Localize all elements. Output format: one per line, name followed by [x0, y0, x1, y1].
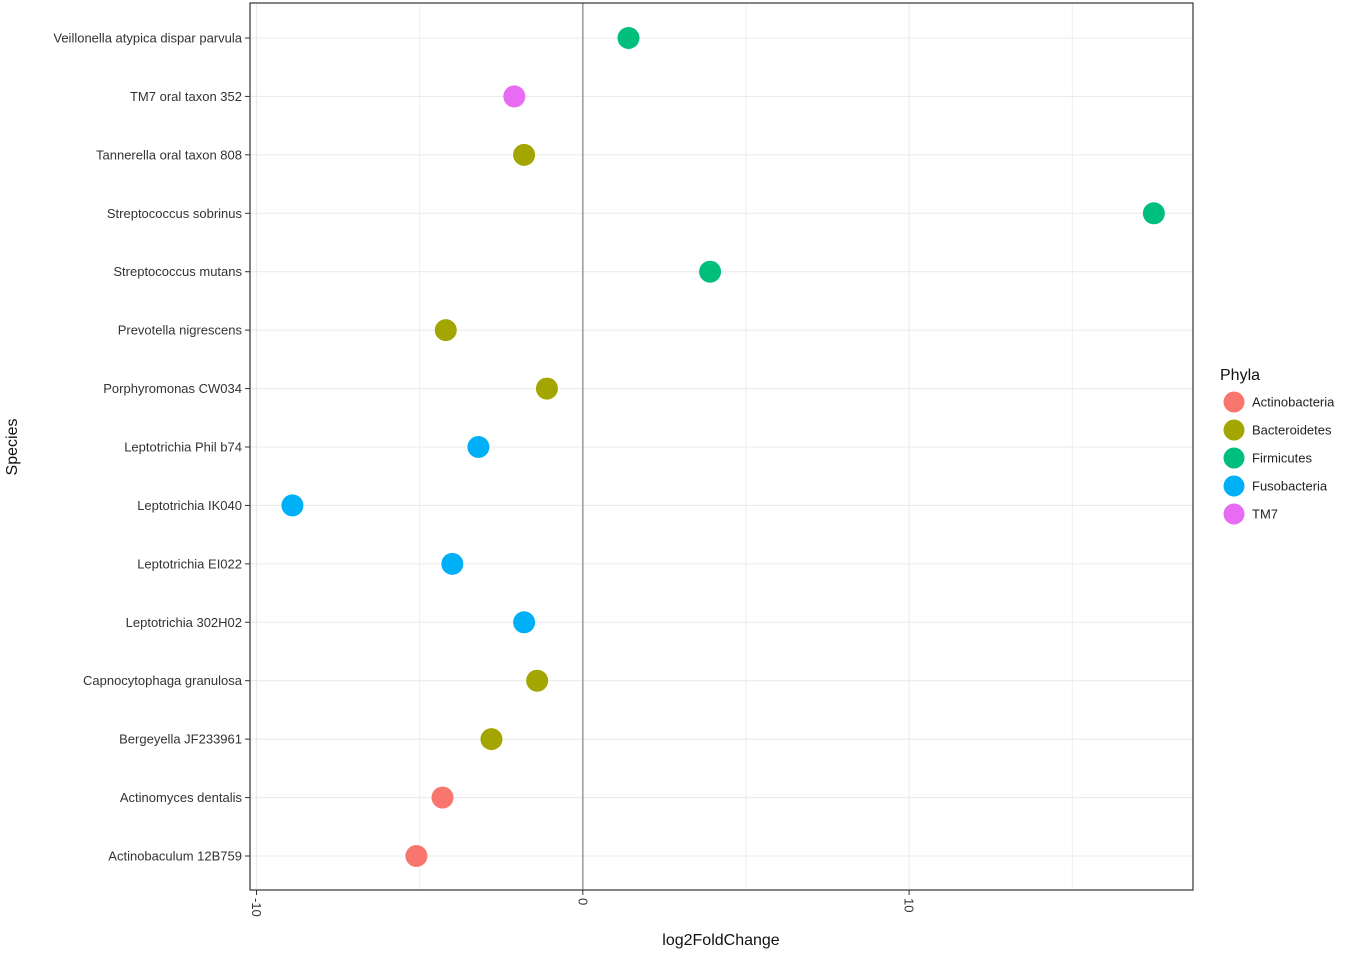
- legend-key-bacteroidetes: [1223, 419, 1245, 441]
- legend-key-tm7: [1223, 503, 1245, 525]
- legend-key-firmicutes: [1223, 447, 1245, 469]
- y-tick-label-porphyromonas-cw034: Porphyromonas CW034: [103, 381, 242, 396]
- point-actinobaculum-12b759: [405, 845, 428, 867]
- legend: Phyla Actinobacteria Bacteroidetes Firmicu…: [1220, 367, 1335, 525]
- point-bergeyella-jf233961: [480, 728, 503, 751]
- y-axis: Veillonella atypica dispar parvula TM7 or…: [53, 31, 250, 864]
- point-porphyromonas-cw034: [535, 377, 558, 400]
- legend-label-actinobacteria: Actinobacteria: [1252, 395, 1335, 410]
- y-axis-title: Species: [4, 419, 21, 476]
- y-tick-label-leptotrichia-ik040: Leptotrichia IK040: [137, 498, 242, 513]
- point-capnocytophaga-granulosa: [526, 669, 549, 692]
- point-streptococcus-sobrinus: [1142, 202, 1165, 225]
- point-tm7-oral-taxon-352: [503, 85, 526, 108]
- y-tick-label-leptotrichia-phil-b74: Leptotrichia Phil b74: [124, 440, 242, 455]
- y-tick-label-tm7-oral-taxon-352: TM7 oral taxon 352: [130, 89, 242, 104]
- legend-key-actinobacteria: [1223, 391, 1245, 413]
- legend-label-tm7: TM7: [1252, 507, 1278, 522]
- point-leptotrichia-ik040: [281, 494, 304, 517]
- point-streptococcus-mutans: [699, 260, 722, 283]
- point-leptotrichia-phil-b74: [467, 436, 490, 458]
- y-tick-label-streptococcus-sobrinus: Streptococcus sobrinus: [107, 206, 243, 221]
- legend-label-bacteroidetes: Bacteroidetes: [1252, 423, 1332, 438]
- x-tick-label: 10: [902, 898, 917, 912]
- point-prevotella-nigrescens: [434, 319, 457, 342]
- x-tick-label: 0: [575, 898, 590, 905]
- y-tick-label-capnocytophaga-granulosa: Capnocytophaga granulosa: [83, 673, 243, 688]
- x-tick-label: -10: [249, 898, 264, 917]
- legend-label-fusobacteria: Fusobacteria: [1252, 479, 1328, 494]
- legend-title: Phyla: [1220, 367, 1260, 384]
- x-axis: -10 0 10: [249, 890, 917, 917]
- point-veillonella-atypica-dispar-parvula: [617, 27, 640, 49]
- y-tick-label-leptotrichia-ei022: Leptotrichia EI022: [137, 556, 242, 571]
- y-tick-label-prevotella-nigrescens: Prevotella nigrescens: [118, 323, 243, 338]
- y-tick-label-tannerella-oral-taxon-808: Tannerella oral taxon 808: [96, 147, 242, 162]
- y-tick-label-streptococcus-mutans: Streptococcus mutans: [113, 264, 242, 279]
- point-leptotrichia-302h02: [513, 611, 536, 634]
- point-tannerella-oral-taxon-808: [513, 143, 536, 166]
- y-tick-label-leptotrichia-302h02: Leptotrichia 302H02: [126, 615, 242, 630]
- y-tick-label-veillonella-atypica-dispar-parvula: Veillonella atypica dispar parvula: [53, 31, 242, 46]
- point-actinomyces-dentalis: [431, 786, 454, 809]
- y-tick-label-bergeyella-jf233961: Bergeyella JF233961: [119, 732, 242, 747]
- points-layer: [281, 27, 1165, 867]
- x-axis-title: log2FoldChange: [662, 932, 780, 949]
- legend-label-firmicutes: Firmicutes: [1252, 451, 1312, 466]
- y-tick-label-actinomyces-dentalis: Actinomyces dentalis: [120, 790, 243, 805]
- legend-key-fusobacteria: [1223, 475, 1245, 497]
- point-leptotrichia-ei022: [441, 552, 464, 575]
- y-tick-label-actinobaculum-12b759: Actinobaculum 12B759: [108, 849, 242, 864]
